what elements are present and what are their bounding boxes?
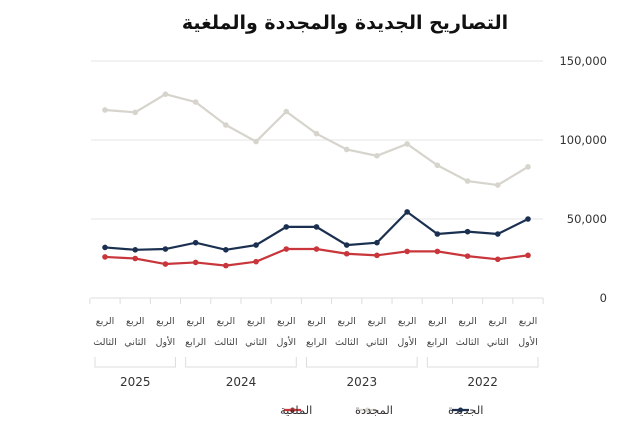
data-point bbox=[132, 109, 139, 116]
data-point bbox=[253, 138, 259, 145]
data-point bbox=[374, 239, 380, 246]
data-point bbox=[162, 261, 169, 267]
data-point bbox=[223, 122, 229, 128]
x-tick-label: الربع bbox=[126, 316, 144, 327]
data-point bbox=[283, 246, 290, 252]
data-point bbox=[102, 254, 108, 260]
x-tick-label: الربع bbox=[428, 316, 446, 327]
x-tick-label: الربع bbox=[519, 316, 537, 327]
x-tick-label: الربع bbox=[156, 316, 174, 327]
x-tick-label: الثاني bbox=[487, 337, 509, 348]
data-point bbox=[313, 130, 320, 137]
series-line bbox=[104, 210, 529, 251]
data-point bbox=[374, 153, 380, 159]
data-point bbox=[525, 252, 531, 259]
data-point bbox=[162, 91, 169, 97]
year-label: 2025 bbox=[120, 375, 151, 389]
data-point bbox=[343, 242, 350, 248]
x-tick-label: الأول bbox=[397, 336, 417, 348]
data-point bbox=[404, 141, 410, 147]
data-point bbox=[525, 216, 531, 222]
data-point bbox=[343, 146, 350, 153]
legend-label: المجددة bbox=[355, 403, 393, 417]
x-tick-label: الربع bbox=[337, 316, 355, 327]
x-tick-label: الربع bbox=[186, 316, 204, 327]
x-tick-label: الرابع bbox=[185, 337, 206, 348]
y-tick-label: 0 bbox=[600, 291, 607, 305]
x-tick-label: الثالث bbox=[93, 337, 117, 348]
y-tick-label: 100,000 bbox=[559, 133, 607, 147]
data-point bbox=[434, 248, 441, 255]
x-tick-label: الأول bbox=[156, 336, 176, 348]
data-point bbox=[434, 162, 441, 169]
x-tick-label: الثالث bbox=[214, 337, 238, 348]
year-bracket bbox=[426, 357, 539, 368]
x-tick-label: الربع bbox=[398, 316, 416, 327]
data-point bbox=[192, 239, 199, 246]
data-point bbox=[494, 231, 501, 237]
data-point bbox=[464, 178, 471, 184]
x-tick-label: الربع bbox=[96, 316, 114, 327]
legend-marker bbox=[290, 407, 295, 413]
data-point bbox=[223, 262, 229, 269]
legend-label: الجديدة bbox=[448, 403, 483, 417]
x-tick-label: الرابع bbox=[427, 337, 448, 348]
data-point bbox=[162, 246, 169, 252]
data-point bbox=[253, 242, 259, 248]
x-tick-label: الربع bbox=[277, 316, 295, 327]
x-tick-label: الربع bbox=[458, 316, 476, 327]
data-point bbox=[102, 244, 108, 251]
legend-marker bbox=[365, 407, 370, 413]
y-tick-label: 50,000 bbox=[567, 212, 607, 226]
year-label: 2023 bbox=[347, 375, 378, 389]
data-point bbox=[132, 255, 139, 262]
data-point bbox=[192, 259, 199, 266]
data-point bbox=[253, 258, 259, 265]
data-point bbox=[283, 108, 290, 115]
x-tick-label: الأول bbox=[518, 336, 538, 348]
data-point bbox=[525, 164, 531, 170]
x-tick-label: الرابع bbox=[306, 337, 327, 348]
data-point bbox=[434, 231, 441, 237]
data-point bbox=[464, 253, 471, 259]
data-point bbox=[404, 209, 410, 215]
data-point bbox=[464, 228, 471, 235]
legend-label: الملغية bbox=[280, 403, 312, 417]
x-tick-label: الربع bbox=[307, 316, 325, 327]
year-label: 2022 bbox=[467, 375, 498, 389]
x-tick-label: الثالث bbox=[335, 337, 359, 348]
year-label: 2024 bbox=[226, 375, 257, 389]
x-tick-label: الربع bbox=[247, 316, 265, 327]
x-tick-label: الثاني bbox=[245, 337, 267, 348]
x-tick-label: الربع bbox=[368, 316, 386, 327]
year-bracket bbox=[94, 357, 176, 368]
legend-marker bbox=[458, 407, 463, 413]
data-point bbox=[494, 256, 501, 263]
x-tick-label: الربع bbox=[217, 316, 235, 327]
data-point bbox=[223, 247, 229, 253]
x-tick-label: الثاني bbox=[124, 337, 146, 348]
x-tick-label: الثالث bbox=[456, 337, 480, 348]
x-tick-label: الربع bbox=[489, 316, 507, 327]
data-point bbox=[313, 246, 320, 252]
data-point bbox=[404, 248, 410, 255]
data-point bbox=[494, 182, 501, 188]
year-bracket bbox=[306, 357, 418, 368]
data-point bbox=[192, 99, 199, 105]
y-tick-label: 150,000 bbox=[559, 54, 607, 68]
data-point bbox=[132, 247, 139, 253]
year-bracket bbox=[185, 357, 297, 368]
x-tick-label: الثاني bbox=[366, 337, 388, 348]
data-point bbox=[102, 107, 108, 113]
data-point bbox=[313, 224, 320, 230]
x-tick-label: الأول bbox=[277, 336, 297, 348]
data-point bbox=[343, 250, 350, 257]
chart-title: التصاريح الجديدة والمجددة والملغية bbox=[182, 12, 508, 34]
data-point bbox=[374, 252, 380, 259]
data-point bbox=[283, 224, 290, 230]
